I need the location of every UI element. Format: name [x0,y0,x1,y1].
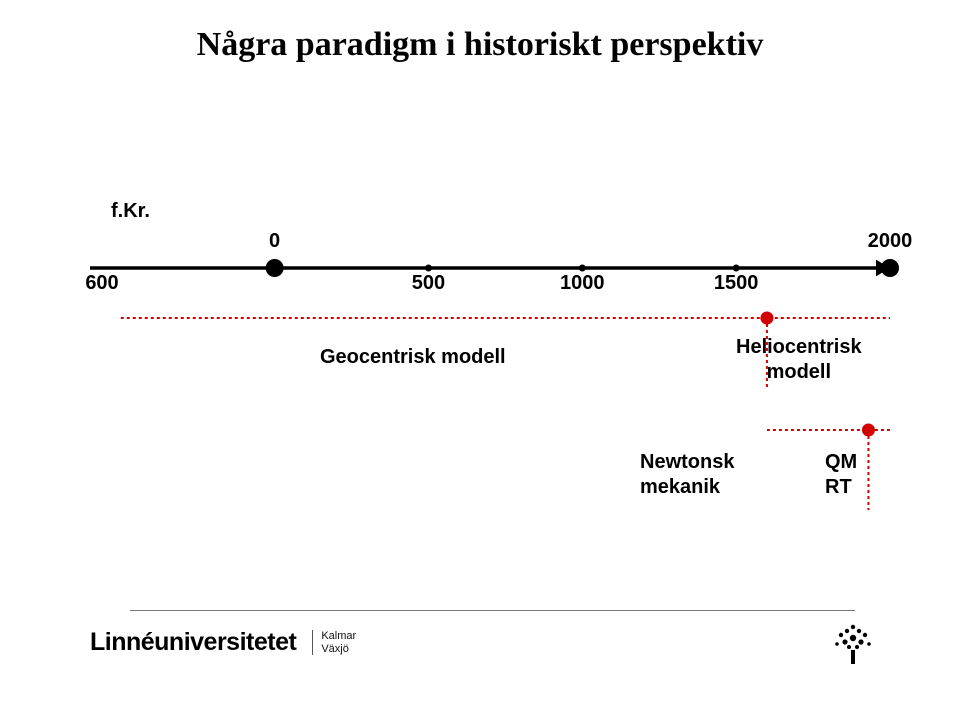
paradigm-right-1: QM RT [825,450,857,500]
paradigm-right-0: Heliocentrisk modell [736,335,862,385]
tick-label-4: 1500 [714,272,759,295]
timeline-diagram [0,0,960,560]
tree-icon [831,622,875,666]
tick-label-1: 0 [269,230,280,253]
footer-city-1: Växjö [321,643,349,655]
footer-divider [130,610,855,611]
slide: Några paradigm i historiskt perspektiv 6… [0,0,960,720]
paradigm-left-0: Geocentrisk modell [320,345,506,370]
footer-city-0: Kalmar [321,630,356,642]
tick-label-5: 2000 [868,230,913,253]
tick-label-3: 1000 [560,272,605,295]
tick-label-2: 500 [412,272,445,295]
paradigm-left-1: Newtonsk mekanik [640,450,734,500]
footer-brand: Linnéuniversitetet [90,628,296,657]
tick-label-0: 600 [85,272,118,295]
footer-cities: Kalmar Växjö [312,630,356,654]
footer: Linnéuniversitetet Kalmar Växjö [90,628,356,657]
fkr-label: f.Kr. [111,199,150,224]
